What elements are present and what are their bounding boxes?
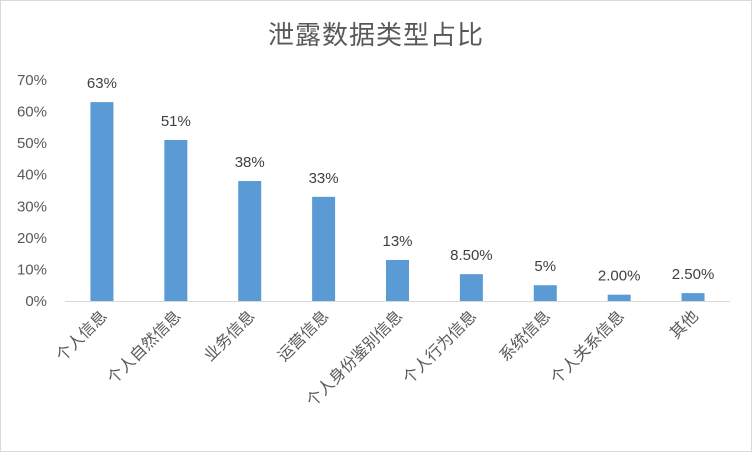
data-label: 63% (87, 75, 117, 92)
y-tick-label: 30% (17, 198, 47, 215)
data-label: 13% (382, 233, 412, 250)
x-category-label: 其他 (666, 306, 702, 342)
data-label: 51% (161, 113, 191, 130)
y-tick-label: 40% (17, 167, 47, 184)
bar (386, 259, 409, 301)
y-tick-label: 10% (17, 261, 47, 278)
y-tick-label: 20% (17, 230, 47, 247)
bar (533, 285, 557, 301)
bar (607, 294, 631, 301)
bar (164, 139, 188, 301)
data-label: 2.00% (598, 268, 641, 285)
y-tick-label: 70% (17, 72, 47, 89)
data-label: 2.50% (672, 266, 715, 283)
data-label: 8.50% (450, 247, 493, 264)
data-label: 38% (235, 154, 265, 171)
y-tick-label: 60% (17, 104, 47, 121)
bar (238, 181, 262, 301)
x-category-label: 个人行为信息 (399, 306, 480, 387)
y-tick-label: 50% (17, 135, 47, 152)
bar (312, 196, 336, 301)
x-category-label: 运营信息 (274, 306, 333, 365)
bar (681, 293, 705, 301)
x-category-label: 系统信息 (495, 306, 554, 365)
x-category-label: 个人信息 (52, 306, 111, 365)
x-category-label: 业务信息 (200, 306, 259, 365)
x-category-label: 个人自然信息 (103, 306, 184, 387)
data-label: 33% (309, 170, 339, 187)
data-label: 5% (534, 258, 556, 275)
bar (90, 102, 114, 301)
x-category-label: 个人关系信息 (547, 306, 628, 387)
y-tick-label: 0% (25, 293, 47, 310)
chart-title: 泄露数据类型占比 (267, 21, 484, 51)
bar (459, 274, 483, 301)
